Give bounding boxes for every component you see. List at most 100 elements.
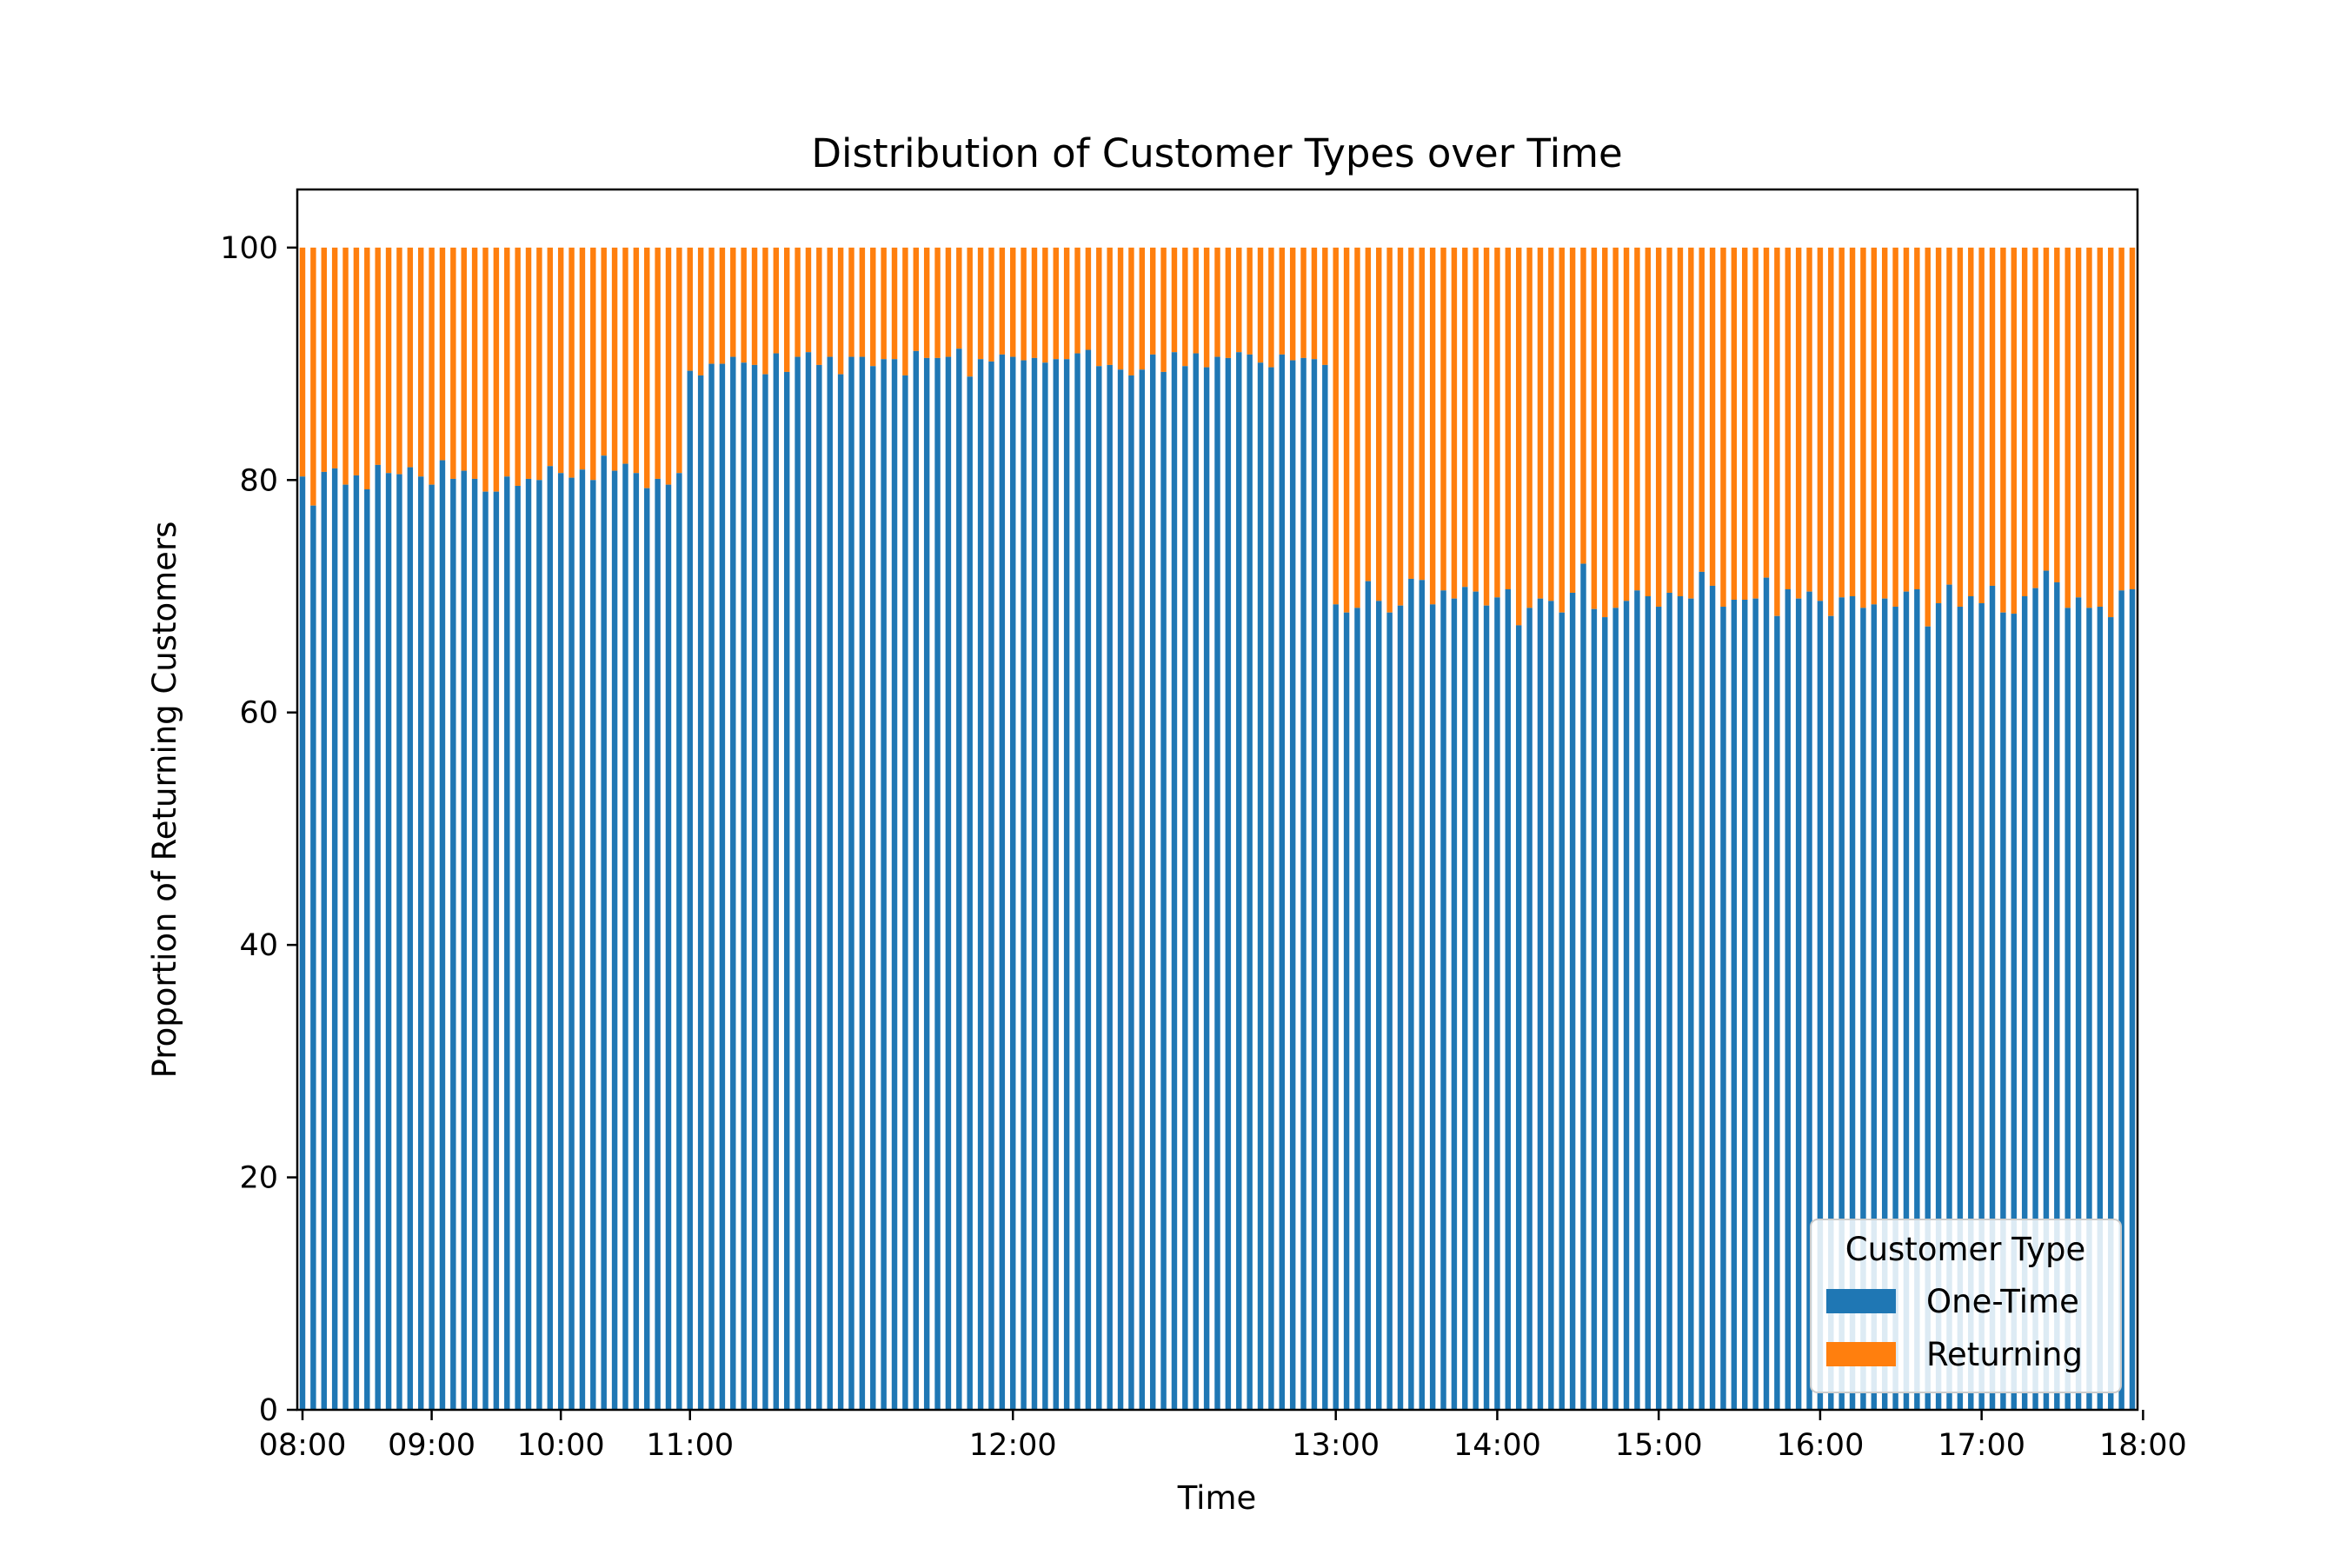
bar-one-time	[1311, 359, 1318, 1411]
bar-one-time	[1354, 608, 1360, 1410]
bar-returning	[1666, 247, 1672, 593]
bar-returning	[1623, 247, 1630, 601]
bar-one-time	[1096, 366, 1102, 1410]
x-axis-label: Time	[1177, 1479, 1257, 1517]
bar-returning	[816, 247, 822, 365]
bar-one-time	[1957, 607, 1964, 1410]
bar-one-time	[1709, 585, 1716, 1410]
bar-one-time	[1429, 604, 1436, 1410]
bar-returning	[2064, 247, 2071, 608]
bar-returning	[1408, 247, 1414, 579]
bar-one-time	[1720, 607, 1726, 1410]
bar-one-time	[1193, 353, 1199, 1410]
bar-returning	[1515, 247, 1522, 626]
bar-one-time	[1559, 612, 1565, 1410]
bar-one-time	[633, 473, 640, 1410]
bar-one-time	[999, 354, 1006, 1410]
bar-returning	[1914, 247, 1920, 589]
bar-one-time	[547, 466, 554, 1410]
y-tick-label: 40	[239, 928, 278, 963]
bar-returning	[417, 247, 424, 477]
bar-returning	[1247, 247, 1253, 355]
bar-returning	[988, 247, 994, 362]
bar-returning	[1365, 247, 1372, 581]
bar-one-time	[2129, 588, 2136, 1410]
bar-returning	[730, 247, 736, 357]
bar-returning	[1279, 247, 1286, 355]
bar-returning	[1042, 247, 1048, 363]
bar-one-time	[859, 356, 866, 1410]
bar-one-time	[1279, 354, 1286, 1410]
bar-returning	[2118, 247, 2124, 591]
legend-swatch-returning	[1826, 1342, 1896, 1366]
bar-one-time	[945, 356, 952, 1410]
bar-one-time	[1483, 605, 1490, 1410]
bar-returning	[1182, 247, 1188, 367]
bar-returning	[1085, 247, 1092, 350]
bar-one-time	[1139, 369, 1146, 1410]
bar-returning	[1419, 247, 1425, 581]
bar-one-time	[934, 357, 941, 1410]
bar-returning	[1429, 247, 1436, 605]
bar-one-time	[1742, 600, 1748, 1410]
x-tick-label: 16:00	[1776, 1428, 1864, 1463]
bar-one-time	[504, 476, 510, 1410]
y-tick-label: 60	[239, 696, 278, 731]
bar-one-time	[1300, 357, 1306, 1410]
bar-one-time	[1182, 366, 1188, 1410]
y-axis-ticks: 0 20 40 60 80 100	[220, 231, 297, 1428]
bar-returning	[461, 247, 467, 471]
bar-returning	[2021, 247, 2028, 596]
bar-returning	[1860, 247, 1866, 608]
x-tick-label: 08:00	[259, 1428, 347, 1463]
bar-returning	[1451, 247, 1458, 599]
bar-one-time	[1225, 357, 1232, 1410]
bar-returning	[1720, 247, 1726, 608]
bar-one-time	[1010, 356, 1016, 1410]
bar-returning	[1386, 247, 1393, 613]
bar-one-time	[816, 364, 822, 1410]
bar-one-time	[1935, 603, 1942, 1410]
bar-one-time	[1785, 588, 1791, 1410]
bar-one-time	[439, 460, 446, 1410]
bar-returning	[1688, 247, 1694, 599]
bar-one-time	[1677, 596, 1684, 1410]
bar-returning	[773, 247, 780, 354]
bar-one-time	[2032, 588, 2038, 1410]
bar-returning	[515, 247, 521, 486]
bar-one-time	[1914, 588, 1920, 1410]
bar-one-time	[1074, 353, 1080, 1410]
bar-one-time	[579, 469, 586, 1410]
bar-returning	[1473, 247, 1479, 592]
plot-frame	[296, 188, 2139, 1412]
bar-returning	[1871, 247, 1878, 605]
bar-returning	[923, 247, 930, 358]
bar-returning	[525, 247, 532, 479]
legend-swatch-one-time	[1826, 1289, 1896, 1313]
bar-returning	[342, 247, 349, 485]
bar-returning	[622, 247, 628, 464]
bar-returning	[1752, 247, 1759, 599]
legend-label-one-time: One-Time	[1926, 1283, 2079, 1320]
bar-returning	[2086, 247, 2092, 608]
bars-group	[299, 247, 2136, 1411]
bar-one-time	[848, 356, 854, 1410]
bar-returning	[1806, 247, 1812, 592]
bar-one-time	[1645, 596, 1652, 1410]
bar-one-time	[795, 356, 801, 1410]
bar-one-time	[988, 361, 994, 1410]
legend-label-returning: Returning	[1926, 1336, 2083, 1373]
bar-returning	[751, 247, 758, 365]
bar-returning	[2043, 247, 2050, 571]
bar-returning	[1699, 247, 1705, 572]
bar-returning	[1268, 247, 1274, 368]
bar-returning	[945, 247, 952, 357]
bar-one-time	[611, 470, 618, 1410]
y-tick-label: 80	[239, 463, 278, 498]
bar-returning	[870, 247, 876, 367]
bar-one-time	[655, 478, 661, 1411]
bar-returning	[504, 247, 510, 477]
bar-one-time	[1860, 608, 1866, 1410]
bar-one-time	[417, 476, 424, 1410]
